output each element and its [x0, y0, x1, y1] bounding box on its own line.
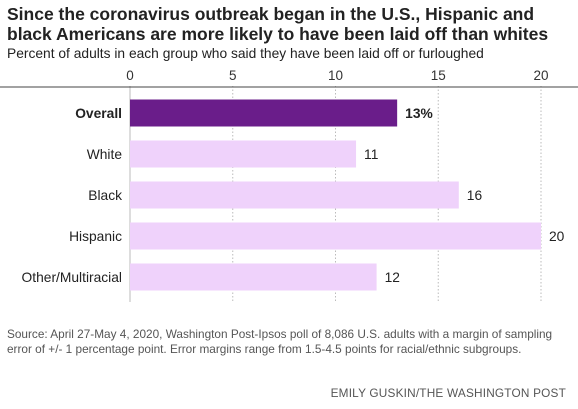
bar-chart: 0 5 10 15 20 Overall 13% White 11 Black 16 Hispanic…: [0, 68, 578, 302]
bar: [130, 99, 398, 127]
value-label: 13%: [405, 106, 433, 121]
credit-line: EMILY GUSKIN/THE WASHINGTON POST: [330, 386, 566, 400]
category-label: Black: [88, 188, 122, 203]
x-tick-label: 15: [431, 68, 446, 83]
category-label: Hispanic: [69, 229, 122, 244]
value-label: 16: [467, 188, 483, 203]
x-tick-label: 5: [229, 68, 237, 83]
bar: [130, 181, 459, 209]
value-label: 12: [385, 270, 400, 285]
bar: [130, 140, 357, 168]
bar: [130, 222, 541, 250]
category-label: Overall: [75, 106, 122, 121]
chart-title: Since the coronavirus outbreak began in …: [7, 4, 549, 44]
x-tick-label: 10: [328, 68, 343, 83]
source-note: Source: April 27-May 4, 2020, Washington…: [7, 327, 553, 356]
x-tick-label: 20: [533, 68, 548, 83]
x-tick-label: 0: [126, 68, 134, 83]
category-label: White: [87, 147, 123, 162]
value-label: 20: [549, 229, 565, 244]
chart-subtitle: Percent of adults in each group who said…: [7, 46, 484, 61]
value-label: 11: [364, 147, 378, 162]
bar: [130, 263, 377, 291]
category-label: Other/Multiracial: [22, 270, 122, 285]
